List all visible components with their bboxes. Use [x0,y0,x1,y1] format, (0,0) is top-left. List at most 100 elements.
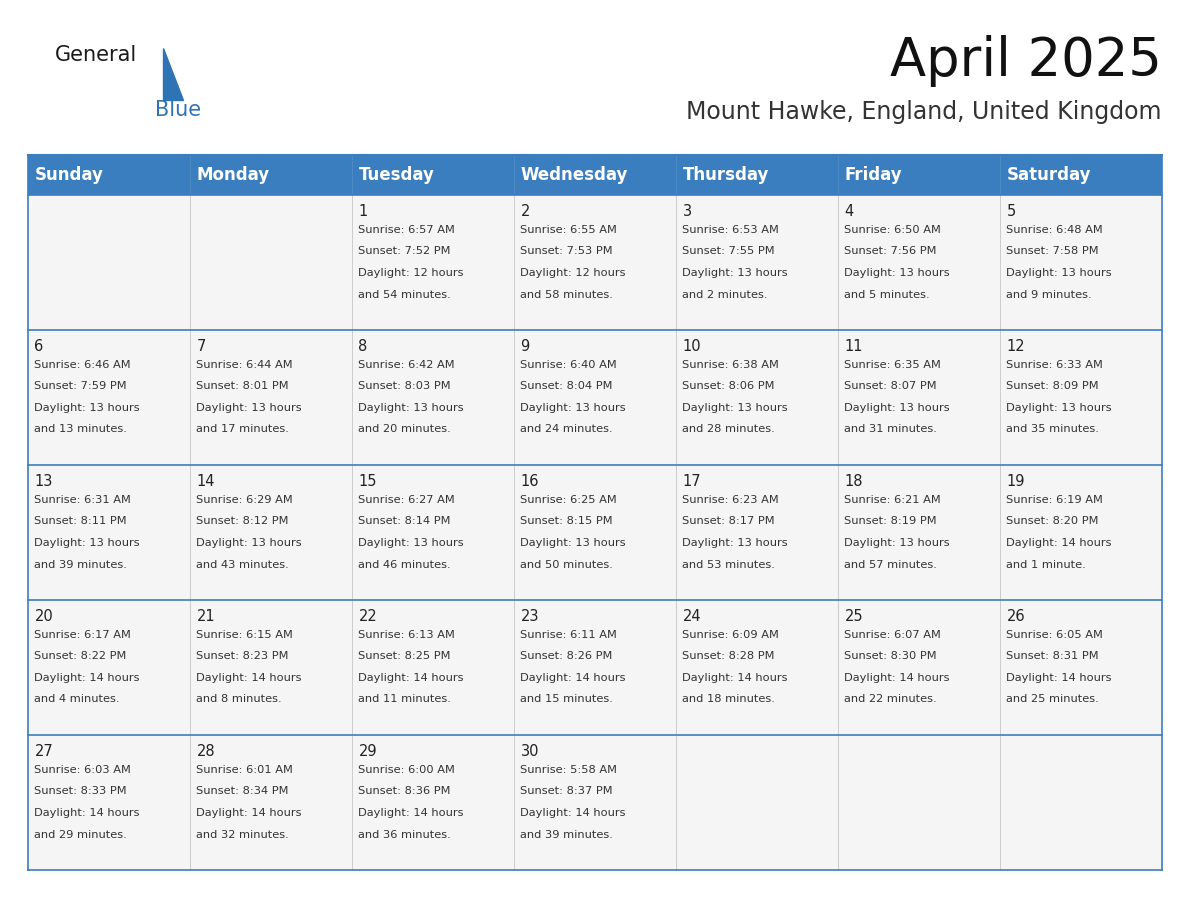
Bar [29,735,1162,870]
Text: Blue: Blue [154,100,201,120]
Text: and 54 minutes.: and 54 minutes. [359,289,451,299]
Text: Sunrise: 6:19 AM: Sunrise: 6:19 AM [1006,495,1104,505]
Text: Sunrise: 6:48 AM: Sunrise: 6:48 AM [1006,225,1104,235]
Text: Sunrise: 6:35 AM: Sunrise: 6:35 AM [845,360,941,370]
Text: 13: 13 [34,475,52,489]
Text: 14: 14 [196,475,215,489]
Text: 27: 27 [34,744,53,759]
Text: Daylight: 14 hours: Daylight: 14 hours [845,673,950,683]
Text: Sunset: 8:28 PM: Sunset: 8:28 PM [682,651,775,661]
Text: and 5 minutes.: and 5 minutes. [845,289,930,299]
Text: Daylight: 14 hours: Daylight: 14 hours [359,673,465,683]
Text: Daylight: 14 hours: Daylight: 14 hours [682,673,788,683]
Text: 12: 12 [1006,340,1025,354]
Text: 4: 4 [845,205,854,219]
Text: Sunset: 8:34 PM: Sunset: 8:34 PM [196,787,289,796]
Text: Daylight: 13 hours: Daylight: 13 hours [520,403,626,413]
Text: Daylight: 13 hours: Daylight: 13 hours [682,403,788,413]
Text: Sunset: 7:53 PM: Sunset: 7:53 PM [520,246,613,256]
Text: Sunset: 8:22 PM: Sunset: 8:22 PM [34,651,127,661]
Text: 2: 2 [520,205,530,219]
Text: and 20 minutes.: and 20 minutes. [359,424,451,434]
Text: Sunset: 8:17 PM: Sunset: 8:17 PM [682,516,775,526]
Text: 3: 3 [682,205,691,219]
Text: Sunrise: 6:46 AM: Sunrise: 6:46 AM [34,360,131,370]
Text: Sunrise: 6:13 AM: Sunrise: 6:13 AM [359,630,455,640]
Text: and 22 minutes.: and 22 minutes. [845,695,937,704]
Bar [29,155,1162,195]
Text: Sunrise: 6:53 AM: Sunrise: 6:53 AM [682,225,779,235]
Text: Sunrise: 6:21 AM: Sunrise: 6:21 AM [845,495,941,505]
Text: Daylight: 13 hours: Daylight: 13 hours [359,403,465,413]
Text: Sunrise: 6:57 AM: Sunrise: 6:57 AM [359,225,455,235]
Text: and 46 minutes.: and 46 minutes. [359,559,451,569]
Text: and 2 minutes.: and 2 minutes. [682,289,767,299]
Text: Sunrise: 6:31 AM: Sunrise: 6:31 AM [34,495,132,505]
Text: Sunset: 7:59 PM: Sunset: 7:59 PM [34,381,127,391]
Text: 22: 22 [359,610,378,624]
Text: Daylight: 14 hours: Daylight: 14 hours [520,673,626,683]
Text: Sunrise: 6:40 AM: Sunrise: 6:40 AM [520,360,618,370]
Text: Daylight: 14 hours: Daylight: 14 hours [34,808,140,818]
Text: 8: 8 [359,340,368,354]
Text: Daylight: 13 hours: Daylight: 13 hours [682,538,788,548]
Text: Sunrise: 6:55 AM: Sunrise: 6:55 AM [520,225,618,235]
Text: Wednesday: Wednesday [520,166,627,184]
Text: Sunset: 8:19 PM: Sunset: 8:19 PM [845,516,937,526]
Text: Daylight: 14 hours: Daylight: 14 hours [520,808,626,818]
Text: Daylight: 14 hours: Daylight: 14 hours [196,673,302,683]
Text: Daylight: 13 hours: Daylight: 13 hours [1006,403,1112,413]
Text: Daylight: 13 hours: Daylight: 13 hours [196,538,302,548]
Text: and 17 minutes.: and 17 minutes. [196,424,290,434]
Text: and 1 minute.: and 1 minute. [1006,559,1086,569]
Text: Sunrise: 6:50 AM: Sunrise: 6:50 AM [845,225,941,235]
Text: Monday: Monday [196,166,270,184]
Text: Sunrise: 6:44 AM: Sunrise: 6:44 AM [196,360,293,370]
Text: Sunrise: 6:27 AM: Sunrise: 6:27 AM [359,495,455,505]
Text: 9: 9 [520,340,530,354]
Text: and 53 minutes.: and 53 minutes. [682,559,776,569]
Text: Daylight: 14 hours: Daylight: 14 hours [1006,673,1112,683]
Text: Daylight: 14 hours: Daylight: 14 hours [196,808,302,818]
Text: and 8 minutes.: and 8 minutes. [196,695,282,704]
Text: 23: 23 [520,610,539,624]
Text: 1: 1 [359,205,368,219]
Text: Daylight: 14 hours: Daylight: 14 hours [1006,538,1112,548]
Text: Daylight: 13 hours: Daylight: 13 hours [682,268,788,278]
Text: Sunrise: 6:15 AM: Sunrise: 6:15 AM [196,630,293,640]
Text: and 32 minutes.: and 32 minutes. [196,830,289,839]
Text: Daylight: 13 hours: Daylight: 13 hours [196,403,302,413]
Text: Sunrise: 6:29 AM: Sunrise: 6:29 AM [196,495,293,505]
Text: and 58 minutes.: and 58 minutes. [520,289,613,299]
Text: Daylight: 14 hours: Daylight: 14 hours [359,808,465,818]
Text: Daylight: 13 hours: Daylight: 13 hours [845,403,950,413]
Text: Friday: Friday [845,166,902,184]
Text: and 35 minutes.: and 35 minutes. [1006,424,1099,434]
Text: and 50 minutes.: and 50 minutes. [520,559,613,569]
Text: and 18 minutes.: and 18 minutes. [682,695,776,704]
Text: Sunset: 8:04 PM: Sunset: 8:04 PM [520,381,613,391]
Text: Sunset: 8:06 PM: Sunset: 8:06 PM [682,381,775,391]
Text: Sunrise: 6:23 AM: Sunrise: 6:23 AM [682,495,779,505]
Text: General: General [55,45,138,65]
Text: Sunset: 8:15 PM: Sunset: 8:15 PM [520,516,613,526]
Text: Sunrise: 6:11 AM: Sunrise: 6:11 AM [520,630,618,640]
Text: and 43 minutes.: and 43 minutes. [196,559,289,569]
Text: Daylight: 12 hours: Daylight: 12 hours [520,268,626,278]
Text: Sunset: 8:01 PM: Sunset: 8:01 PM [196,381,289,391]
Text: 30: 30 [520,744,539,759]
Text: Sunset: 8:33 PM: Sunset: 8:33 PM [34,787,127,796]
Text: 20: 20 [34,610,53,624]
Text: Daylight: 13 hours: Daylight: 13 hours [34,403,140,413]
Bar [29,195,1162,330]
Text: Sunrise: 6:07 AM: Sunrise: 6:07 AM [845,630,941,640]
Text: 25: 25 [845,610,864,624]
Text: Daylight: 13 hours: Daylight: 13 hours [359,538,465,548]
Text: Sunrise: 5:58 AM: Sunrise: 5:58 AM [520,765,618,775]
Text: Saturday: Saturday [1006,166,1091,184]
Text: Mount Hawke, England, United Kingdom: Mount Hawke, England, United Kingdom [687,100,1162,124]
Text: and 36 minutes.: and 36 minutes. [359,830,451,839]
Text: 26: 26 [1006,610,1025,624]
Text: Sunrise: 6:38 AM: Sunrise: 6:38 AM [682,360,779,370]
Text: Daylight: 14 hours: Daylight: 14 hours [34,673,140,683]
